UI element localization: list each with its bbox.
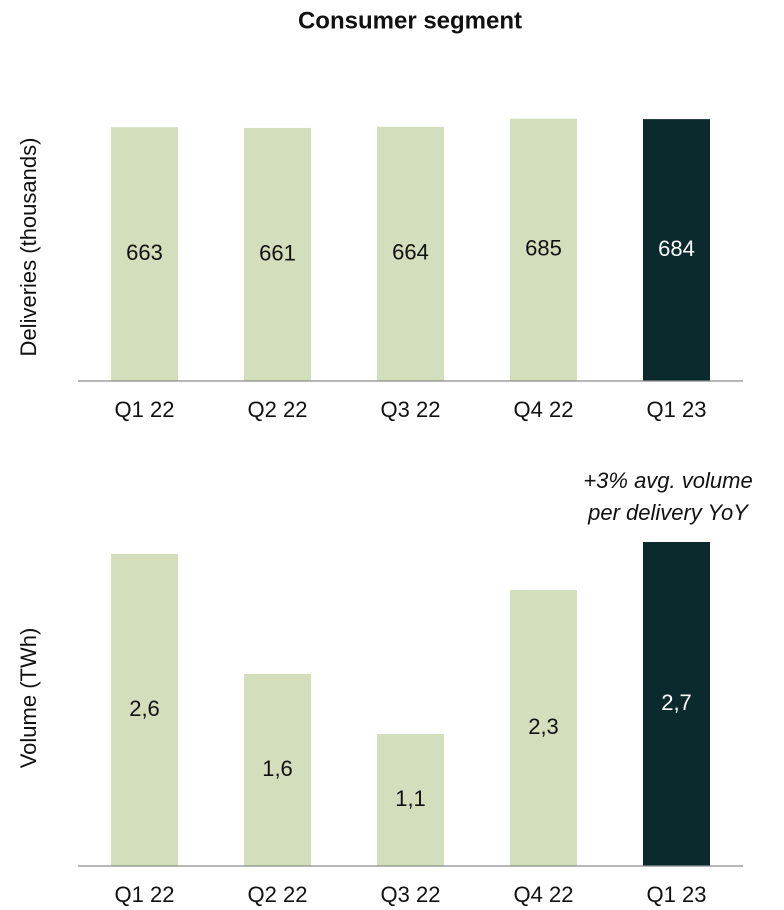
data-label: 661 — [259, 240, 296, 265]
data-label: 684 — [658, 236, 695, 261]
data-label: 664 — [392, 240, 429, 265]
data-label: 2,3 — [528, 714, 559, 739]
bar — [510, 590, 577, 866]
x-tick-label: Q2 22 — [248, 397, 308, 422]
data-label: 2,7 — [661, 690, 692, 715]
x-tick-label: Q3 22 — [381, 882, 441, 907]
x-tick-label: Q1 22 — [115, 882, 175, 907]
x-tick-label: Q3 22 — [381, 397, 441, 422]
bar — [244, 127, 311, 381]
data-label: 2,6 — [129, 696, 160, 721]
bar — [111, 127, 178, 381]
data-label: 663 — [126, 240, 163, 265]
data-label: 1,1 — [395, 786, 426, 811]
annotation: +3% avg. volume — [583, 468, 752, 493]
y-axis-label: Deliveries (thousands) — [16, 138, 41, 357]
bar — [377, 126, 444, 381]
bar — [111, 554, 178, 866]
x-tick-label: Q2 22 — [248, 882, 308, 907]
bar — [377, 734, 444, 866]
bar — [643, 542, 710, 866]
data-label: 685 — [525, 236, 562, 261]
bar — [510, 118, 577, 381]
x-tick-label: Q4 22 — [514, 882, 574, 907]
chart-title: Consumer segment — [298, 7, 522, 34]
x-tick-label: Q1 22 — [115, 397, 175, 422]
bar — [244, 674, 311, 866]
data-label: 1,6 — [262, 756, 293, 781]
x-tick-label: Q1 23 — [647, 397, 707, 422]
bar — [643, 119, 710, 381]
x-tick-label: Q1 23 — [647, 882, 707, 907]
x-tick-label: Q4 22 — [514, 397, 574, 422]
y-axis-label: Volume (TWh) — [16, 628, 41, 769]
annotation: per delivery YoY — [587, 500, 749, 525]
